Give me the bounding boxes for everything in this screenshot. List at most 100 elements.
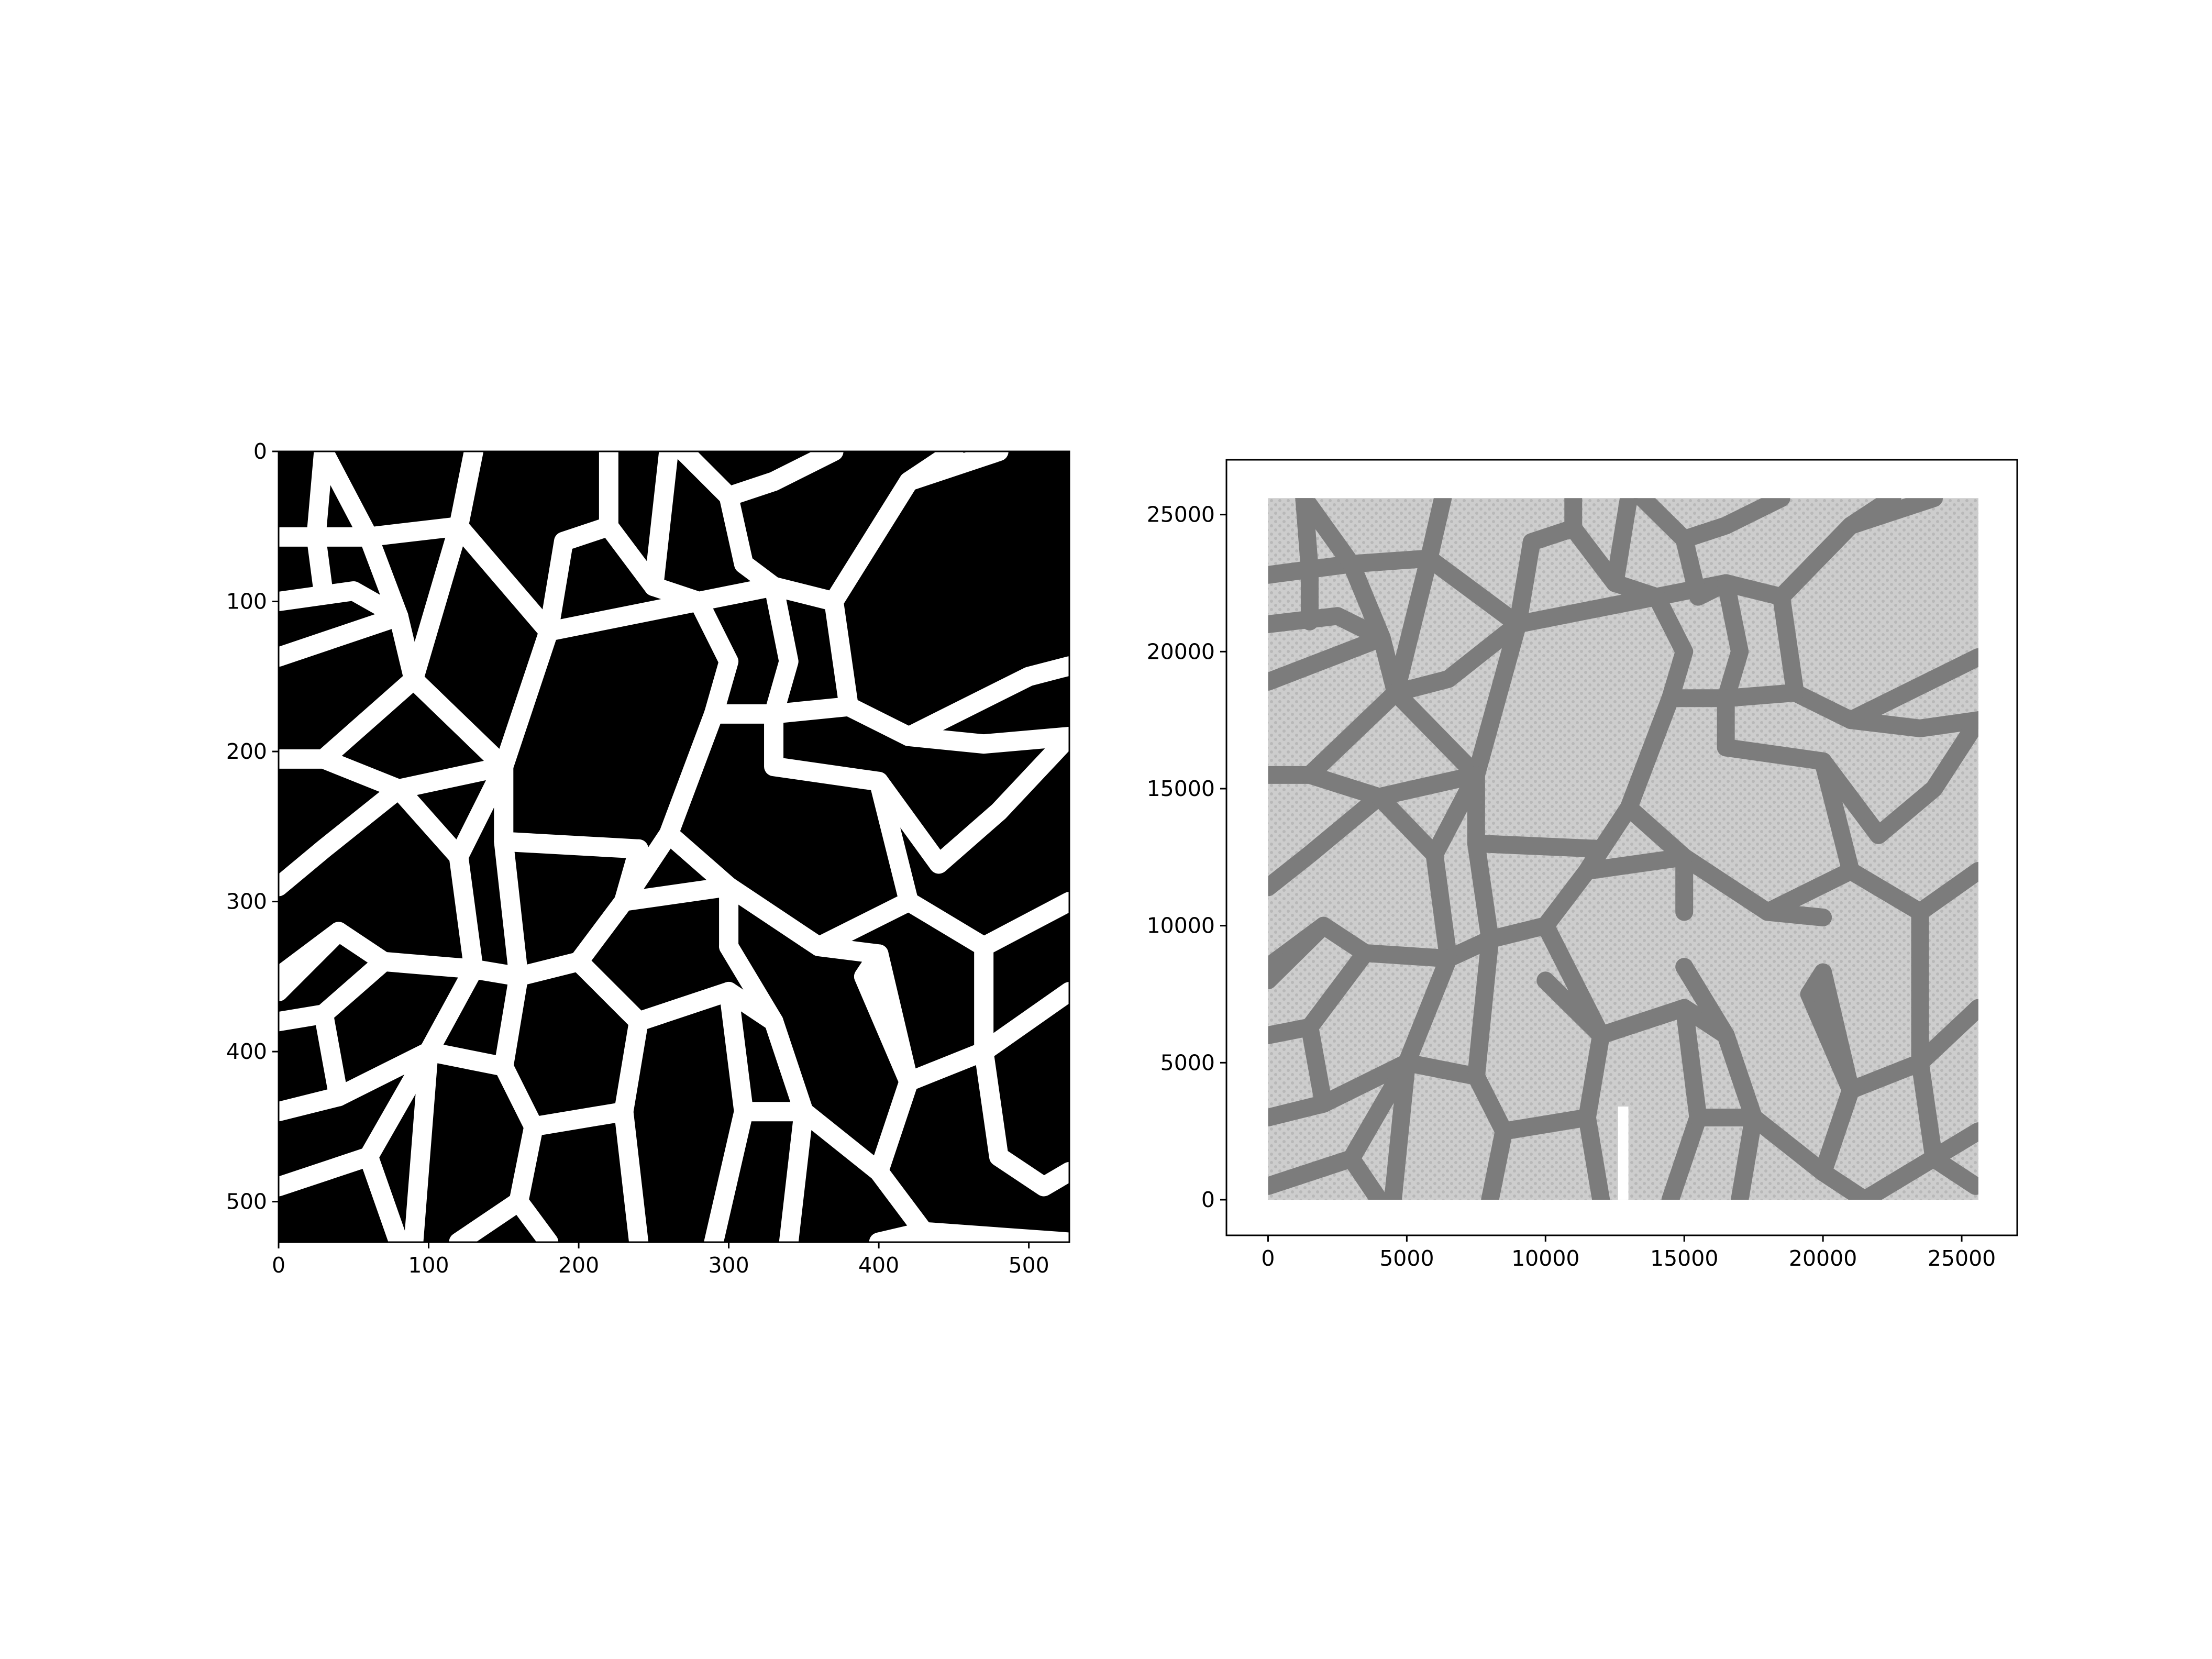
left-wall-segment [974, 981, 1069, 1061]
left-wall-segment [279, 606, 408, 667]
left-wall-segment [764, 704, 889, 791]
right-wall-segment [1268, 549, 1438, 584]
left-y-tick-label: 400 [226, 1039, 267, 1064]
right-wall-segment [1268, 607, 1391, 647]
right-wall-segment [1398, 1054, 1485, 1086]
right-wall-segment [1420, 549, 1527, 633]
left-wall-segment [569, 952, 649, 1032]
right-wall-segment [1509, 519, 1583, 633]
right-wall-points [1268, 498, 1978, 1200]
right-y-tick-label: 20000 [1147, 639, 1215, 664]
right-x-tick-label: 10000 [1511, 1246, 1579, 1271]
right-x-tick-label: 15000 [1650, 1246, 1718, 1271]
left-wall-segment [279, 1087, 349, 1122]
right-x-tick-label: 25000 [1928, 1246, 1996, 1271]
left-x-tick-label: 200 [558, 1253, 599, 1278]
left-x-axis: 0 100 200 300 400 500 [272, 1242, 1049, 1278]
right-y-tick-label: 5000 [1160, 1050, 1215, 1075]
right-wall-segment [1842, 711, 1978, 737]
left-wall-segment [389, 757, 514, 799]
right-wall-segment [1420, 498, 1452, 568]
right-wall-segment [1911, 999, 1978, 1072]
right-wall-segment [1467, 930, 1499, 1086]
right-wall-segment [1675, 530, 1735, 606]
left-wall-segment [614, 877, 739, 912]
left-wall-segment [659, 824, 889, 964]
right-y-tick-label: 15000 [1147, 776, 1215, 801]
right-x-tick-label: 0 [1261, 1246, 1275, 1271]
left-y-tick-label: 100 [226, 589, 267, 614]
left-wall-segment [974, 892, 1069, 957]
notch [1618, 1107, 1629, 1200]
left-y-tick-label: 500 [226, 1189, 267, 1214]
left-wall-segment [689, 592, 739, 724]
right-wall-segment [1425, 845, 1457, 968]
right-wall-segment [1564, 498, 1624, 592]
left-wall-segment [314, 1004, 349, 1107]
right-wall-segment [1370, 766, 1485, 806]
right-wall-segment [1675, 958, 1735, 1044]
left-wall-segment [899, 656, 1069, 746]
left-wall-segment [719, 937, 784, 1032]
right-wall-segment [1268, 1094, 1333, 1126]
left-x-tick-label: 400 [858, 1253, 899, 1278]
left-wall-segment [419, 1042, 514, 1077]
left-wall-segment [779, 1102, 814, 1242]
left-wall-segment [374, 952, 483, 979]
left-wall-segment [306, 527, 334, 604]
left-wall-segment [899, 451, 1009, 491]
left-y-tick-label: 300 [226, 889, 267, 914]
left-wall-segment [674, 451, 844, 506]
right-x-axis: 0 5000 10000 15000 20000 25000 [1261, 1235, 1996, 1271]
right-wall-segment [1387, 549, 1438, 702]
left-wall-segment [869, 726, 1069, 874]
right-wall-segment [1268, 629, 1391, 691]
left-wall-segment [449, 516, 559, 642]
right-wall-segment [1467, 834, 1499, 948]
right-wall-segment [1842, 498, 1943, 535]
right-y-tick-label: 25000 [1147, 502, 1215, 527]
left-wall-segment [404, 1042, 439, 1242]
left-wall-segment [449, 847, 483, 979]
right-wall-segment [1481, 1122, 1513, 1200]
right-wall-segment [1814, 963, 1860, 1099]
left-wall-segment [539, 516, 618, 642]
right-wall-segment [1606, 498, 1638, 592]
left-wall-segment [494, 832, 528, 987]
left-wall-segment [614, 1102, 649, 1242]
right-wall-segment [1647, 588, 1694, 707]
right-x-tick-label: 20000 [1789, 1246, 1857, 1271]
right-scatter-panel: 0 5000 10000 15000 20000 25000 0 5000 10000 1500… [1147, 459, 2018, 1271]
right-wall-segment [1731, 1108, 1763, 1200]
right-wall-segment [1300, 683, 1405, 784]
left-cell-walls [279, 451, 1069, 1242]
left-wall-segment [974, 1042, 1069, 1197]
left-wall-segment [599, 451, 663, 596]
left-x-tick-label: 0 [272, 1253, 285, 1278]
right-wall-segment [1855, 1122, 1978, 1200]
right-wall-segment [1842, 648, 1978, 729]
left-wall-segment [449, 1192, 528, 1242]
right-y-axis: 0 5000 10000 15000 20000 25000 [1147, 502, 1226, 1212]
right-wall-segment [1717, 689, 1832, 770]
left-x-tick-label: 300 [708, 1253, 749, 1278]
left-x-tick-label: 500 [1009, 1253, 1049, 1278]
left-y-tick-label: 0 [253, 439, 267, 464]
left-wall-segment [644, 451, 679, 596]
right-wall-segment [1387, 615, 1527, 702]
right-y-tick-label: 10000 [1147, 913, 1215, 938]
left-image-panel: 0 100 200 300 400 500 0 100 200 300 400 500 [226, 439, 1070, 1278]
left-wall-segment [764, 577, 799, 724]
right-wall-segment [1295, 498, 1361, 573]
right-wall-segment [1268, 916, 1333, 990]
right-wall-segment [1300, 1018, 1333, 1113]
right-wall-segment [1536, 916, 1610, 1044]
right-wall-segment [1717, 574, 1749, 707]
left-x-tick-label: 100 [408, 1253, 449, 1278]
right-wall-segment [1342, 1149, 1388, 1200]
right-wall-segment [1356, 944, 1457, 968]
left-wall-segment [869, 1222, 934, 1242]
left-wall-segment [359, 1147, 408, 1242]
right-wall-segment [1814, 711, 1978, 844]
left-axes-frame [278, 450, 1070, 1243]
